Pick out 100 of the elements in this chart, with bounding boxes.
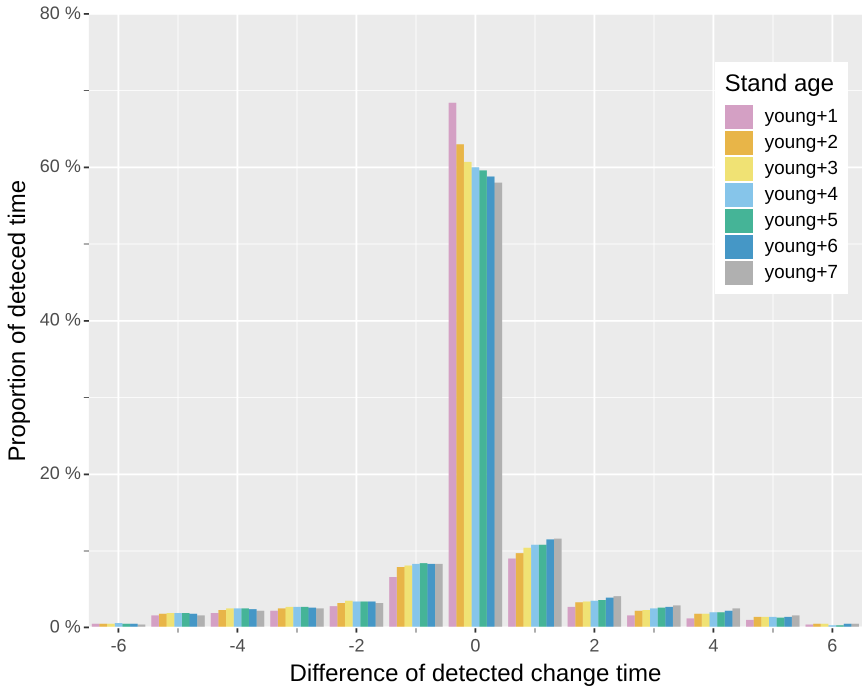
bar	[158, 614, 167, 627]
bar	[404, 565, 412, 627]
bar	[151, 615, 159, 627]
bar	[776, 618, 784, 627]
bar	[709, 612, 718, 627]
legend-label: young+7	[764, 262, 838, 284]
legend-label: young+5	[764, 210, 838, 232]
bar	[308, 608, 316, 627]
y-tick-label: 80 %	[40, 2, 81, 23]
bar	[368, 602, 376, 627]
bar	[627, 615, 635, 627]
bar	[516, 553, 524, 627]
bar	[568, 606, 576, 627]
bar	[694, 614, 702, 627]
bar	[427, 564, 436, 627]
bar	[732, 608, 740, 627]
bar	[190, 614, 198, 627]
bar	[486, 176, 495, 627]
bar	[182, 613, 190, 627]
bar	[218, 610, 226, 627]
bar	[360, 602, 368, 627]
y-tick-label: 0 %	[50, 616, 81, 637]
bar	[546, 539, 554, 627]
bar	[337, 603, 345, 627]
bar	[210, 613, 218, 627]
legend-label: young+6	[764, 236, 838, 258]
bar	[768, 616, 777, 627]
bar	[531, 544, 539, 627]
bar	[330, 606, 338, 627]
bar	[724, 610, 732, 627]
bar	[642, 610, 650, 627]
bar	[746, 620, 754, 627]
bar	[420, 563, 428, 627]
bar	[479, 170, 487, 627]
bar	[226, 608, 234, 627]
x-axis-title: Difference of detected change time	[290, 660, 662, 688]
bar	[114, 622, 122, 627]
x-tick-label: 4	[708, 635, 718, 656]
x-tick-label: -2	[348, 635, 364, 656]
bar	[658, 608, 666, 627]
bar	[590, 600, 598, 627]
bar	[435, 564, 443, 627]
y-tick-label: 20 %	[40, 463, 81, 484]
bar	[166, 613, 174, 627]
bar	[494, 182, 502, 627]
x-tick-label: -4	[230, 635, 246, 656]
bar	[508, 558, 516, 627]
bar	[754, 616, 762, 627]
bar	[286, 606, 294, 627]
bar	[234, 608, 242, 627]
bar	[634, 610, 642, 627]
bar	[702, 614, 710, 627]
x-tick-label: 2	[589, 635, 600, 656]
y-axis-title: Proportion of deteced time	[4, 180, 32, 462]
legend-label: young+1	[764, 106, 838, 128]
bar	[352, 602, 360, 627]
bar	[717, 612, 725, 627]
y-tick-label: 60 %	[40, 156, 81, 176]
bar	[376, 603, 384, 627]
bar	[278, 608, 286, 627]
bar	[197, 615, 205, 627]
bar	[523, 548, 532, 627]
bar	[248, 609, 257, 627]
bar	[174, 613, 182, 627]
bar	[293, 606, 301, 627]
bar	[256, 610, 264, 627]
bar	[344, 600, 353, 627]
bar	[412, 564, 420, 627]
bar	[241, 608, 249, 627]
bar	[761, 616, 769, 627]
bar	[784, 616, 792, 627]
bar	[270, 610, 278, 627]
x-tick-label: 6	[827, 635, 838, 656]
bar	[650, 608, 658, 627]
bar	[613, 596, 622, 627]
bar	[316, 608, 324, 627]
legend-label: young+2	[764, 132, 838, 154]
bar	[665, 606, 673, 627]
bar	[472, 167, 480, 627]
bar	[672, 605, 681, 627]
bar	[554, 538, 562, 627]
bar	[582, 602, 591, 627]
bar	[606, 598, 614, 627]
bar	[598, 600, 606, 627]
x-tick-label: -6	[110, 635, 127, 656]
x-tick-label: 0	[470, 635, 480, 656]
legend-label: young+3	[764, 158, 838, 180]
bar	[456, 144, 464, 627]
bar	[575, 602, 583, 627]
bar	[538, 544, 546, 627]
legend-title: Stand age	[724, 70, 835, 98]
bar	[396, 566, 404, 627]
bar	[389, 576, 397, 627]
bar	[464, 162, 472, 627]
legend-label: young+4	[764, 184, 838, 206]
bar	[300, 606, 308, 627]
bar	[792, 615, 800, 627]
bar	[686, 618, 694, 627]
bar	[448, 102, 456, 627]
y-tick-label: 40 %	[40, 310, 81, 330]
